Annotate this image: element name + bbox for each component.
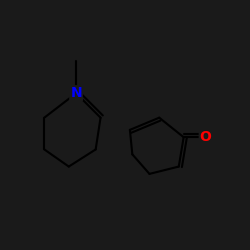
Text: N: N bbox=[70, 86, 82, 100]
Text: O: O bbox=[200, 130, 211, 144]
